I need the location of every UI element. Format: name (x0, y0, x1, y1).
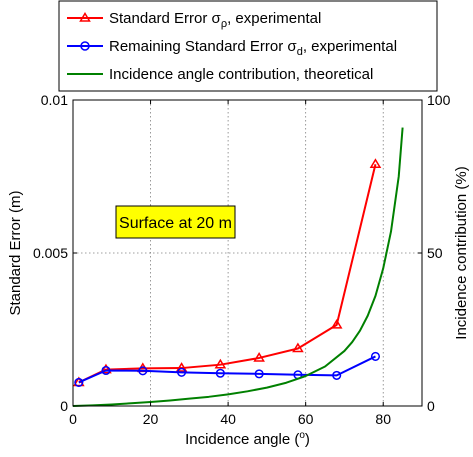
y-tick-label: 0.005 (33, 245, 68, 261)
y2-axis-label: Incidence contribution (%) (453, 166, 470, 339)
series-line-incidence-contribution (72, 127, 404, 407)
data-point-circle (101, 365, 111, 376)
data-point-triangle (369, 158, 382, 169)
legend-box (58, 0, 438, 92)
data-point-triangle (330, 318, 343, 329)
y-axis-label: Standard Error (m) (7, 190, 24, 315)
degree-symbol: o (299, 430, 305, 441)
annotation-box (115, 205, 236, 239)
x-axis-label-text: Incidence angle ( (185, 431, 299, 448)
data-point-triangle (292, 342, 304, 353)
series-line-standard-error (78, 164, 377, 384)
plot-area: 0 20 40 60 80 0 0.005 0.01 0 50 100 Incidence angle… (7, 92, 470, 448)
y-tick-label: 0.01 (41, 92, 68, 108)
data-point-triangle (253, 352, 265, 362)
y-tick-label: 0 (60, 398, 68, 414)
legend-entry-standard-error: Standard Error σρ, experimental (67, 10, 321, 30)
data-point-triangle (100, 363, 112, 374)
data-point-circle (138, 366, 148, 376)
annotation-text: Surface at 20 m (119, 215, 232, 232)
x-axis-label-close: ) (305, 431, 310, 448)
legend-marker-circle (80, 41, 90, 51)
y2-tick-label: 50 (427, 245, 443, 261)
legend-label-main: Remaining Standard Error σ (109, 38, 297, 55)
data-point-circle (332, 370, 342, 380)
data-point-circle (254, 369, 264, 379)
legend-marker-triangle (79, 12, 91, 22)
legend-label-subscript: ρ (221, 18, 227, 30)
data-point-circle (74, 377, 84, 387)
data-point-triangle (214, 358, 227, 369)
data-point-circle (370, 351, 381, 361)
legend: Standard Error σρ, experimental Remainin… (58, 0, 438, 92)
x-axis-label: Incidence angle (o) (185, 430, 310, 448)
legend-label-tail: , experimental (227, 10, 321, 27)
y2-tick-label: 100 (427, 92, 451, 108)
legend-label-remaining-error: Remaining Standard Error σd, experimenta… (109, 38, 397, 58)
data-point-triangle (175, 362, 188, 372)
legend-label-main: Standard Error σ (109, 10, 222, 27)
legend-label-incidence-contribution: Incidence angle contribution, theoretica… (109, 66, 373, 83)
legend-entry-remaining-error: Remaining Standard Error σd, experimenta… (67, 38, 397, 58)
legend-entry-incidence-contribution: Incidence angle contribution, theoretica… (67, 66, 373, 83)
series-line-remaining-error (78, 355, 376, 384)
legend-label-standard-error: Standard Error σρ, experimental (109, 10, 321, 30)
data-point-circle (177, 367, 187, 377)
x-tick-label: 40 (220, 411, 236, 427)
legend-label-subscript: d (297, 46, 303, 58)
legend-label-tail: , experimental (303, 38, 397, 55)
x-tick-label: 0 (69, 411, 77, 427)
x-tick-label: 80 (375, 411, 391, 427)
x-tick-label: 60 (298, 411, 314, 427)
y2-tick-label: 0 (427, 398, 435, 414)
x-tick-label: 20 (143, 411, 159, 427)
data-point-circle (215, 368, 225, 378)
